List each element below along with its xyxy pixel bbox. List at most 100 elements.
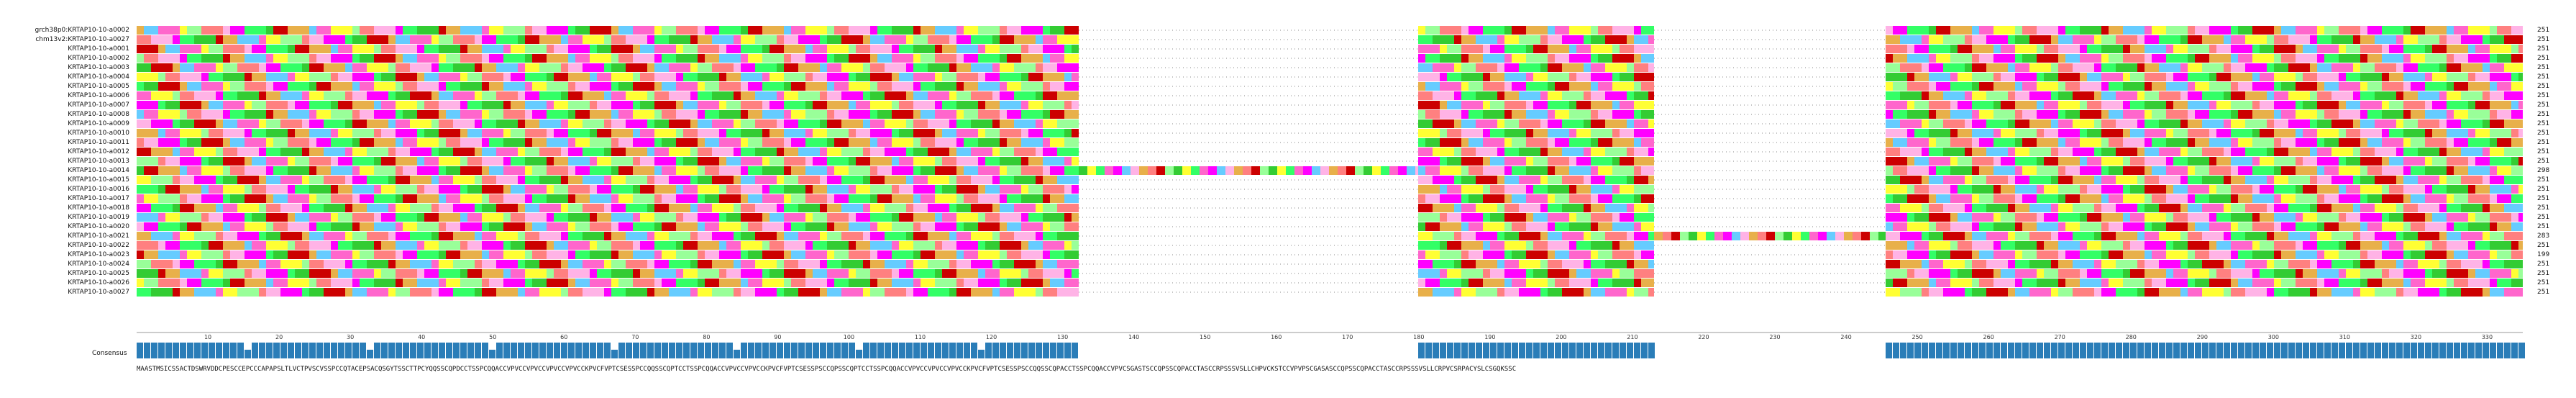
- residue-block: [2461, 63, 2483, 72]
- residue-block: [2015, 91, 2029, 100]
- residue-block: [863, 91, 870, 100]
- residue-block: [1886, 166, 1893, 175]
- residue-block: [690, 119, 698, 128]
- residue-block: [2209, 26, 2231, 35]
- residue-block: [2432, 213, 2447, 222]
- residue-block: [1043, 279, 1050, 287]
- residue-block: [388, 260, 396, 268]
- residue-block: [892, 129, 899, 137]
- residue-block: [1929, 222, 1936, 231]
- residue-block: [1497, 35, 1504, 44]
- residue-block: [568, 157, 590, 166]
- residue-block: [1526, 241, 1533, 250]
- residue-block: [2080, 166, 2101, 175]
- residue-block: [2432, 129, 2447, 137]
- residue-block: [316, 250, 331, 259]
- residue-block: [1483, 138, 1504, 147]
- residue-block: [403, 194, 417, 203]
- residue-block: [2375, 232, 2396, 240]
- residue-block: [2367, 138, 2382, 147]
- residue-block: [496, 119, 518, 128]
- conservation-bar: [690, 343, 697, 358]
- residue-block: [381, 269, 396, 278]
- residue-block: [2317, 213, 2339, 222]
- residue-block: [2425, 101, 2432, 109]
- residue-block: [849, 73, 856, 81]
- residue-block: [978, 213, 985, 222]
- residue-block: [726, 213, 741, 222]
- residue-block: [784, 45, 805, 53]
- residue-block: [158, 138, 180, 147]
- residue-block: [1641, 166, 1654, 175]
- residue-block: [2439, 148, 2447, 156]
- residue-block: [1943, 176, 1965, 184]
- residue-block: [755, 91, 777, 100]
- residue-block: [2152, 54, 2166, 63]
- residue-block: [755, 176, 777, 184]
- residue-block: [216, 91, 223, 100]
- residue-block: [1548, 54, 1555, 63]
- residue-block: [547, 213, 554, 222]
- residue-block: [590, 110, 611, 119]
- sequence-name: KRTAP10-10-a0019: [68, 214, 129, 221]
- residue-block: [2375, 288, 2396, 297]
- sequence-length: 251: [2537, 120, 2550, 127]
- conservation-bar: [597, 343, 603, 358]
- residue-block: [245, 45, 252, 53]
- residue-block: [1548, 138, 1555, 147]
- conservation-bar: [2252, 343, 2259, 358]
- residue-block: [1043, 26, 1050, 35]
- residue-block: [741, 91, 755, 100]
- residue-block: [856, 185, 870, 194]
- residue-block: [446, 166, 460, 175]
- residue-block: [345, 148, 352, 156]
- residue-block: [2353, 288, 2360, 297]
- conservation-bar: [2339, 343, 2345, 358]
- conservation-bar: [856, 349, 862, 358]
- residue-block: [1519, 35, 1540, 44]
- residue-block: [2425, 138, 2447, 147]
- residue-block: [1000, 185, 1021, 194]
- conservation-bar: [1648, 343, 1655, 358]
- residue-block: [2518, 213, 2523, 222]
- residue-block: [1886, 35, 1900, 44]
- residue-block: [741, 166, 748, 175]
- residue-block: [741, 54, 748, 63]
- residue-block: [2209, 157, 2216, 166]
- residue-block: [1433, 204, 1454, 212]
- residue-block: [1972, 54, 1979, 63]
- residue-block: [2037, 45, 2044, 53]
- residue-block: [2281, 82, 2296, 91]
- residue-block: [2468, 110, 2490, 119]
- residue-block: [2360, 119, 2375, 128]
- residue-block: [2037, 279, 2058, 287]
- residue-block: [2065, 222, 2080, 231]
- residue-block: [2382, 110, 2403, 119]
- residue-block: [360, 250, 374, 259]
- conservation-bar: [489, 349, 495, 358]
- residue-block: [245, 241, 252, 250]
- residue-block: [439, 213, 460, 222]
- residue-block: [1504, 213, 1526, 222]
- residue-block: [2303, 101, 2317, 109]
- residue-block: [1986, 204, 2008, 212]
- residue-block: [396, 63, 410, 72]
- residue-block: [237, 119, 259, 128]
- residue-block: [324, 119, 345, 128]
- residue-block: [194, 119, 216, 128]
- residue-block: [805, 157, 813, 166]
- sequence-name: KRTAP10-10-a0007: [68, 101, 129, 109]
- residue-block: [2511, 157, 2518, 166]
- residue-block: [266, 129, 288, 137]
- residue-block: [180, 45, 201, 53]
- residue-block: [784, 185, 805, 194]
- residue-block: [316, 194, 331, 203]
- residue-block: [352, 148, 367, 156]
- residue-block: [568, 119, 583, 128]
- residue-block: [964, 194, 978, 203]
- residue-block: [1043, 166, 1050, 175]
- residue-block: [2454, 222, 2468, 231]
- residue-block: [2324, 222, 2339, 231]
- residue-block: [1972, 260, 1986, 268]
- residue-block: [223, 241, 245, 250]
